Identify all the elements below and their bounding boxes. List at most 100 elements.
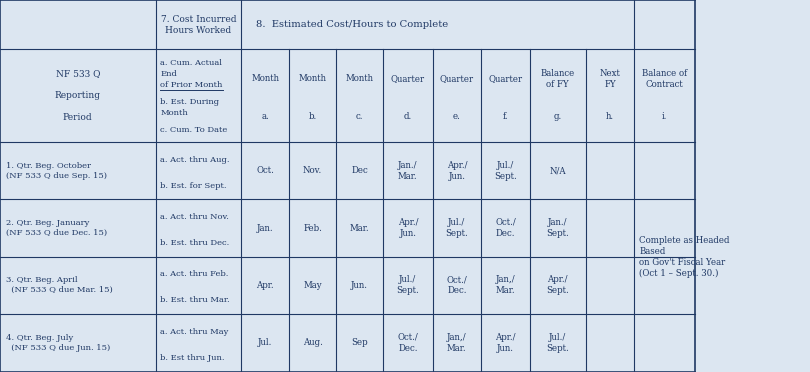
Bar [289,199,336,257]
Bar [336,199,383,257]
Bar [0,199,156,257]
Text: b.: b. [309,112,317,121]
Bar [586,314,634,372]
Text: i.: i. [662,112,667,121]
Bar [586,142,634,199]
Text: Jun.: Jun. [352,281,368,290]
Text: Quarter: Quarter [440,74,474,83]
Bar [383,314,433,372]
Text: Quarter: Quarter [390,74,425,83]
Text: Apr./
Sept.: Apr./ Sept. [546,275,569,295]
Text: Aug.: Aug. [303,339,322,347]
Text: Apr.: Apr. [257,281,274,290]
Text: 7. Cost Incurred
Hours Worked: 7. Cost Incurred Hours Worked [160,15,237,35]
Bar [481,257,530,314]
Text: b. Est thru Jun.: b. Est thru Jun. [160,354,225,362]
Text: NF 533 Q

Reporting

Period: NF 533 Q Reporting Period [55,69,100,122]
Bar [433,314,481,372]
Text: 3. Qtr. Beg. April
  (NF 533 Q due Mar. 15): 3. Qtr. Beg. April (NF 533 Q due Mar. 15… [6,276,113,294]
Text: Mar.: Mar. [350,224,369,232]
Text: e.: e. [453,112,461,121]
Text: a. Act. thru Nov.: a. Act. thru Nov. [160,213,229,221]
Bar [241,0,695,49]
Text: Month: Month [299,74,326,83]
Text: d.: d. [403,112,412,121]
Text: h.: h. [606,112,614,121]
Text: Jan,/
Mar.: Jan,/ Mar. [496,275,515,295]
Text: Month: Month [346,74,373,83]
Bar [241,142,289,199]
Bar [0,257,156,314]
Text: Jul./
Sept.: Jul./ Sept. [396,275,420,295]
Text: Jan./
Sept.: Jan./ Sept. [546,218,569,238]
Text: Oct./
Dec.: Oct./ Dec. [495,218,516,238]
Bar [433,49,481,142]
Text: a. Act. thru Aug.: a. Act. thru Aug. [160,155,230,164]
Bar [0,142,156,199]
Text: 8.  Estimated Cost/Hours to Complete: 8. Estimated Cost/Hours to Complete [256,20,448,29]
Text: May: May [304,281,322,290]
Bar [289,142,336,199]
Text: b. Est. thru Dec.: b. Est. thru Dec. [160,239,229,247]
Bar [383,199,433,257]
Text: Complete as Headed
Based
on Gov't Fiscal Year
(Oct 1 – Sept. 30.): Complete as Headed Based on Gov't Fiscal… [639,236,730,278]
Bar [634,49,695,142]
Text: Dec: Dec [352,166,368,175]
Text: Jan,/
Mar.: Jan,/ Mar. [447,333,467,353]
Text: Jan.: Jan. [257,224,274,232]
Text: Month: Month [251,74,279,83]
Text: Apr./
Jun.: Apr./ Jun. [446,161,467,181]
Text: Apr./
Jun.: Apr./ Jun. [495,333,516,353]
Bar [336,49,383,142]
Text: Balance of
Contract: Balance of Contract [642,69,687,89]
Text: Jul./
Sept.: Jul./ Sept. [494,161,517,181]
Bar [289,314,336,372]
Text: a. Act. thru May: a. Act. thru May [160,328,228,336]
Text: 1. Qtr. Beg. October
(NF 533 Q due Sep. 15): 1. Qtr. Beg. October (NF 533 Q due Sep. … [6,162,107,180]
Text: End: End [160,70,177,78]
Bar [156,0,241,49]
Bar [156,49,241,142]
Bar [530,199,586,257]
Text: Oct./
Dec.: Oct./ Dec. [398,333,418,353]
Text: a. Cum. Actual: a. Cum. Actual [160,59,223,67]
Text: Month: Month [160,109,188,118]
Bar [241,49,289,142]
Text: b. Est. During: b. Est. During [160,98,220,106]
Text: Nov.: Nov. [303,166,322,175]
Text: 2. Qtr. Beg. January
(NF 533 Q due Dec. 15): 2. Qtr. Beg. January (NF 533 Q due Dec. … [6,219,107,237]
Text: Sep: Sep [352,339,368,347]
Bar [241,314,289,372]
Text: b. Est. thru Mar.: b. Est. thru Mar. [160,296,230,304]
Text: c. Cum. To Date: c. Cum. To Date [160,126,228,134]
Text: Quarter: Quarter [488,74,522,83]
Bar [383,257,433,314]
Bar [433,199,481,257]
Bar [0,0,156,49]
Text: of Prior Month: of Prior Month [160,81,223,89]
Text: Jul./
Sept.: Jul./ Sept. [446,218,468,238]
Text: c.: c. [356,112,364,121]
Bar [336,257,383,314]
Bar [481,314,530,372]
Bar [336,314,383,372]
Text: 4. Qtr. Beg. July
  (NF 533 Q due Jun. 15): 4. Qtr. Beg. July (NF 533 Q due Jun. 15) [6,334,110,352]
Bar [433,142,481,199]
Text: a. Act. thru Feb.: a. Act. thru Feb. [160,270,228,278]
Text: g.: g. [553,112,562,121]
Bar [530,314,586,372]
Bar [530,49,586,142]
Bar [241,199,289,257]
Text: N/A: N/A [549,166,566,175]
Bar [586,49,634,142]
Text: Jul./
Sept.: Jul./ Sept. [546,333,569,353]
Bar [634,142,695,372]
Bar [289,257,336,314]
Text: b. Est. for Sept.: b. Est. for Sept. [160,182,227,190]
Text: Jan./
Mar.: Jan./ Mar. [398,161,418,181]
Bar [156,199,241,257]
Text: Jul.: Jul. [258,339,272,347]
Bar [289,49,336,142]
Bar [156,142,241,199]
Bar [433,257,481,314]
